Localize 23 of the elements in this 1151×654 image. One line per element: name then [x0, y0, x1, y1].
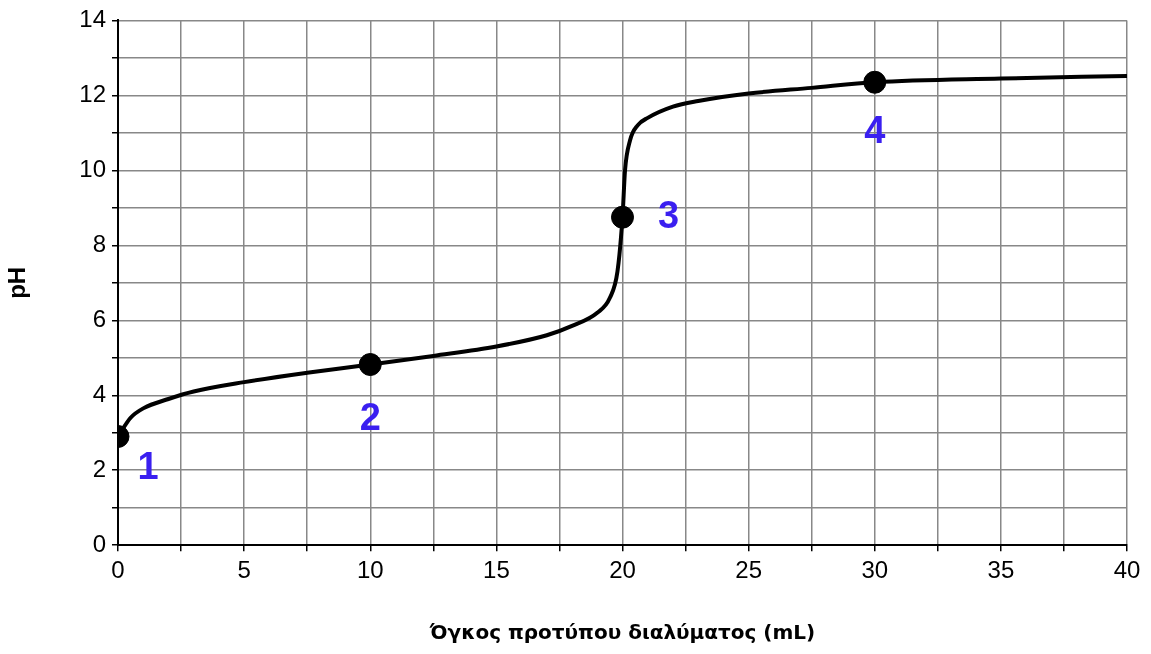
x-tick-label: 10: [356, 556, 384, 584]
x-tick-label: 30: [861, 556, 889, 584]
x-tick-label: 40: [1113, 556, 1141, 584]
annotation: 3: [657, 193, 680, 236]
x-axis-title: Όγκος προτύπου διαλύματος (mL): [428, 620, 816, 645]
annotation: 4: [864, 108, 886, 151]
y-tick-label: 4: [92, 379, 106, 407]
x-tick-label: 0: [111, 556, 125, 584]
annotation: 1: [137, 444, 159, 487]
y-tick-label: 6: [92, 304, 106, 332]
annotation: 2: [359, 396, 381, 438]
x-tick-label: 25: [735, 556, 762, 584]
y-tick-label: 8: [92, 229, 106, 257]
y-tick-label: 14: [79, 5, 106, 33]
x-tick-label: 35: [987, 556, 1015, 584]
y-tick-label: 10: [79, 154, 106, 182]
y-axis-title: pH: [3, 266, 31, 299]
x-tick-label: 5: [237, 556, 251, 584]
x-tick-label: 15: [483, 556, 510, 584]
x-tick-label: 20: [609, 556, 636, 584]
y-tick-label: 2: [92, 454, 106, 482]
y-tick-label: 12: [79, 80, 106, 107]
y-tick-label: 0: [92, 529, 106, 557]
